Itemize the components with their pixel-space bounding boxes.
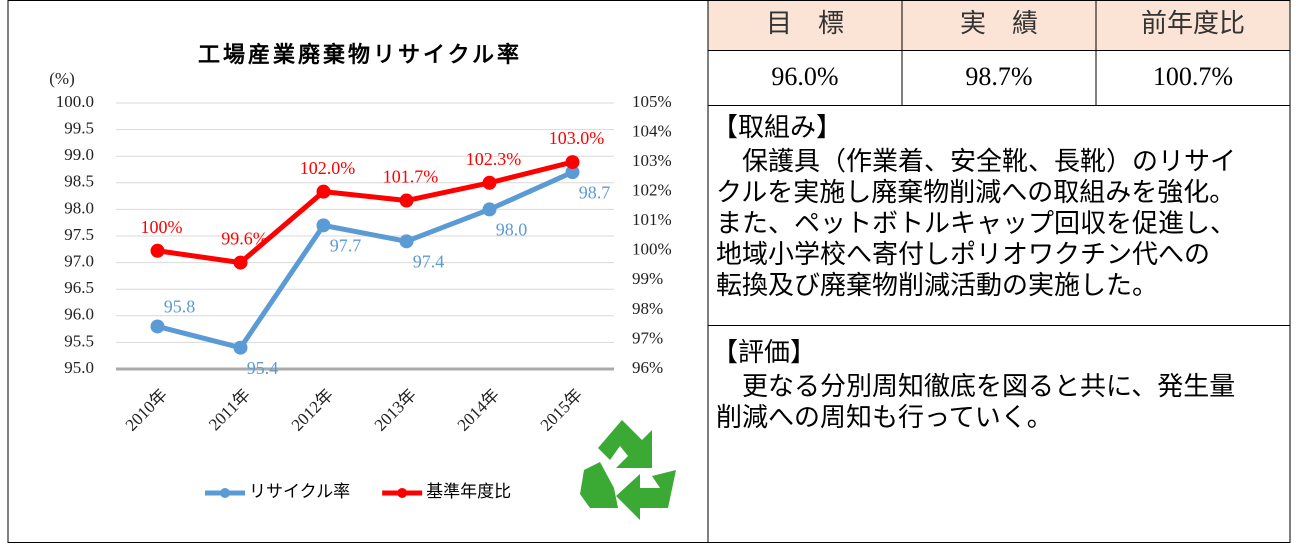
point [565,155,580,170]
y2-tick-label: 103% [632,151,672,170]
series-line [157,159,574,266]
data-label: 99.6% [221,229,268,249]
y2-tick-label: 99% [632,269,663,288]
table-header-bg [707,0,1291,51]
table-row-bg [707,50,1291,106]
table-header: 目 標 [766,9,844,38]
data-label: 101.7% [383,167,439,187]
chart-title: 工場産業廃棄物リサイクル率 [198,42,522,67]
y-tick-label: 95.0 [64,358,94,377]
point [150,243,165,258]
point [399,234,414,249]
data-label: 98.0 [496,220,528,240]
section-heading: 【取組み】 [712,113,842,142]
y2-tick-label: 101% [632,210,672,229]
table-header: 実 績 [960,9,1038,38]
y-tick-label: 98.0 [64,198,94,217]
y-tick-label: 96.5 [64,278,94,297]
y-tick-label: 96.0 [64,305,94,324]
y2-tick-label: 96% [632,358,663,377]
y-tick-label: 95.5 [64,331,94,350]
legend-label: 基準年度比 [426,482,511,501]
data-label: 97.4 [413,251,445,271]
data-label: 98.7 [579,182,611,202]
table-cell: 96.0% [771,62,838,91]
point [150,319,165,334]
data-label: 95.4 [247,358,279,378]
y2-tick-label: 104% [632,121,672,140]
legend-marker [397,488,408,498]
y2-tick-label: 98% [632,299,663,318]
data-label: 102.3% [466,149,522,169]
y2-tick-label: 97% [632,328,663,347]
y-tick-label: 99.5 [64,119,94,138]
y-unit: (%) [49,69,74,88]
point [233,340,248,355]
point [399,193,414,208]
y-tick-label: 97.0 [64,252,94,271]
section-text: 地域小学校へ寄付しポリオワクチン代への [716,240,1210,269]
section-text: また、ペットボトルキャップ回収を促進し、 [716,209,1236,238]
section-text: クルを実施し廃棄物削減への取組みを強化。 [716,178,1235,207]
point [482,175,497,190]
table-cell: 100.7% [1153,62,1233,91]
y2-tick-label: 105% [632,92,672,111]
point [565,165,580,180]
table-header: 前年度比 [1141,9,1245,38]
table-cell: 98.7% [965,62,1032,91]
point [316,218,331,233]
section-text: 転換及び廃棄物削減活動の実施した。 [716,271,1158,300]
section-heading: 【評価】 [712,338,816,367]
y-tick-label: 99.0 [64,145,94,164]
series-line [156,169,574,351]
chart-frame [7,0,709,543]
y2-tick-label: 102% [632,181,672,200]
y2-tick-label: 100% [632,240,672,259]
legend-label: リサイクル率 [249,482,350,501]
y-tick-label: 100.0 [56,92,94,111]
data-label: 97.7 [330,235,362,255]
point [316,184,331,199]
recycle-icon [580,420,676,520]
section-text: 更なる分別周知徹底を図ると共に、発生量 [716,372,1235,401]
y-tick-label: 97.5 [64,225,94,244]
data-label: 103.0% [549,128,605,148]
y-tick-label: 98.5 [64,172,94,191]
section-text: 保護具（作業着、安全靴、長靴）のリサイ [716,147,1236,176]
data-label: 102.0% [300,158,356,178]
point [482,202,497,217]
point [233,255,248,270]
section-text: 削減への周知も行っていく。 [716,403,1053,432]
data-label: 95.8 [164,297,196,317]
data-label: 100% [141,217,183,237]
legend-marker [220,488,230,498]
